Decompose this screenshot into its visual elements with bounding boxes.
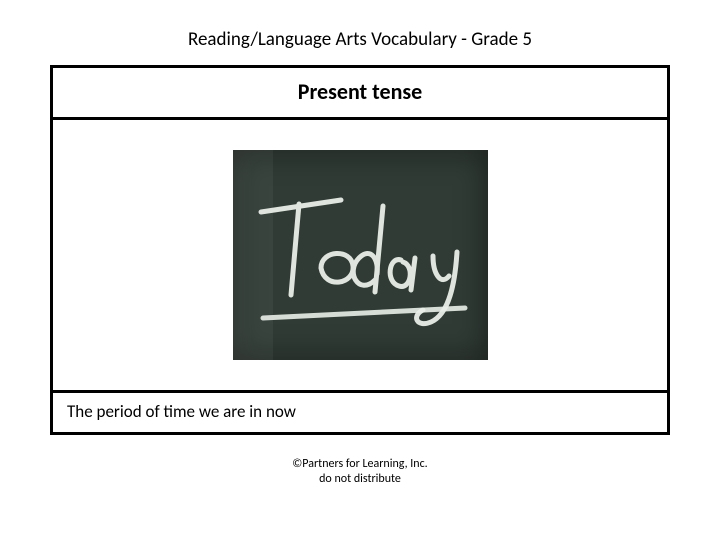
term-text: Present tense: [298, 78, 423, 105]
vocab-card: Present tense: [50, 65, 670, 435]
chalkboard-image: [233, 150, 488, 360]
footer-copyright: ©Partners for Learning, Inc.: [0, 457, 720, 472]
footer: ©Partners for Learning, Inc. do not dist…: [0, 435, 720, 487]
image-row: [53, 120, 667, 390]
footer-notice: do not distribute: [0, 472, 720, 487]
page-title: Reading/Language Arts Vocabulary - Grade…: [0, 0, 720, 65]
term-row: Present tense: [53, 68, 667, 120]
definition-text: The period of time we are in now: [67, 401, 296, 422]
definition-row: The period of time we are in now: [53, 390, 667, 432]
